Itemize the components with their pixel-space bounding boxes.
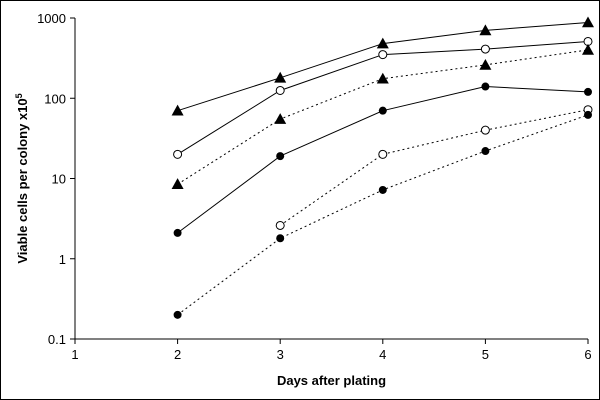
open-circle-marker bbox=[173, 149, 183, 159]
open-circle-marker bbox=[480, 125, 490, 135]
y-axis-title-text: Viable cells per colony x10 bbox=[15, 98, 30, 263]
open-circle-marker bbox=[275, 220, 285, 230]
x-tick-label: 5 bbox=[482, 347, 489, 362]
series-3-line bbox=[177, 49, 589, 185]
series-1-line bbox=[177, 22, 589, 112]
triangle-marker bbox=[376, 37, 389, 49]
x-tick-label: 6 bbox=[584, 347, 591, 362]
y-axis-title-superscript: 5 bbox=[14, 93, 24, 98]
x-tick-label: 2 bbox=[174, 347, 181, 362]
y-tick-label: 1000 bbox=[37, 11, 66, 26]
y-tick-label: 100 bbox=[44, 91, 66, 106]
open-circle-marker bbox=[480, 44, 490, 54]
series-2 bbox=[173, 36, 593, 159]
triangle-marker bbox=[274, 113, 287, 124]
x-ticks: 1 2 3 4 5 6 bbox=[71, 339, 592, 362]
filled-circle-marker bbox=[481, 147, 490, 156]
series-6-line bbox=[177, 114, 589, 316]
x-axis-title: Days after plating bbox=[277, 373, 386, 388]
y-tick-label: 1 bbox=[59, 252, 66, 267]
filled-circle-marker bbox=[173, 310, 182, 319]
series-layer bbox=[171, 16, 594, 319]
y-tick-label: 10 bbox=[52, 172, 66, 187]
triangle-marker bbox=[171, 104, 184, 116]
series-5 bbox=[275, 105, 593, 230]
filled-circle-marker bbox=[584, 110, 592, 119]
open-circle-marker bbox=[378, 50, 388, 60]
x-tick-label: 4 bbox=[379, 347, 386, 362]
series-1 bbox=[171, 16, 594, 116]
open-circle-marker bbox=[275, 85, 285, 95]
x-tick-label: 1 bbox=[71, 347, 78, 362]
filled-circle-marker bbox=[276, 152, 285, 161]
open-circle-marker bbox=[378, 149, 388, 159]
filled-circle-marker bbox=[378, 185, 387, 194]
triangle-marker bbox=[582, 16, 594, 28]
triangle-marker bbox=[479, 24, 492, 36]
x-tick-label: 3 bbox=[277, 347, 284, 362]
triangle-marker bbox=[376, 72, 389, 84]
series-6 bbox=[173, 110, 592, 319]
triangle-marker bbox=[274, 71, 287, 83]
y-axis-title: Viable cells per colony x105 bbox=[14, 93, 30, 263]
filled-circle-marker bbox=[481, 82, 490, 91]
filled-circle-marker bbox=[173, 228, 182, 237]
triangle-marker bbox=[171, 178, 184, 189]
series-4 bbox=[173, 82, 592, 237]
filled-circle-marker bbox=[378, 106, 387, 115]
filled-circle-marker bbox=[584, 87, 592, 96]
series-5-line bbox=[279, 109, 589, 226]
filled-circle-marker bbox=[276, 234, 285, 243]
triangle-marker bbox=[582, 43, 594, 55]
axes: 1 2 3 4 5 6 0.1 1 10 100 1000 bbox=[37, 11, 592, 362]
series-3 bbox=[171, 43, 594, 189]
y-ticks: 0.1 1 10 100 1000 bbox=[37, 11, 75, 347]
triangle-marker bbox=[479, 58, 492, 70]
y-tick-label: 0.1 bbox=[48, 332, 66, 347]
